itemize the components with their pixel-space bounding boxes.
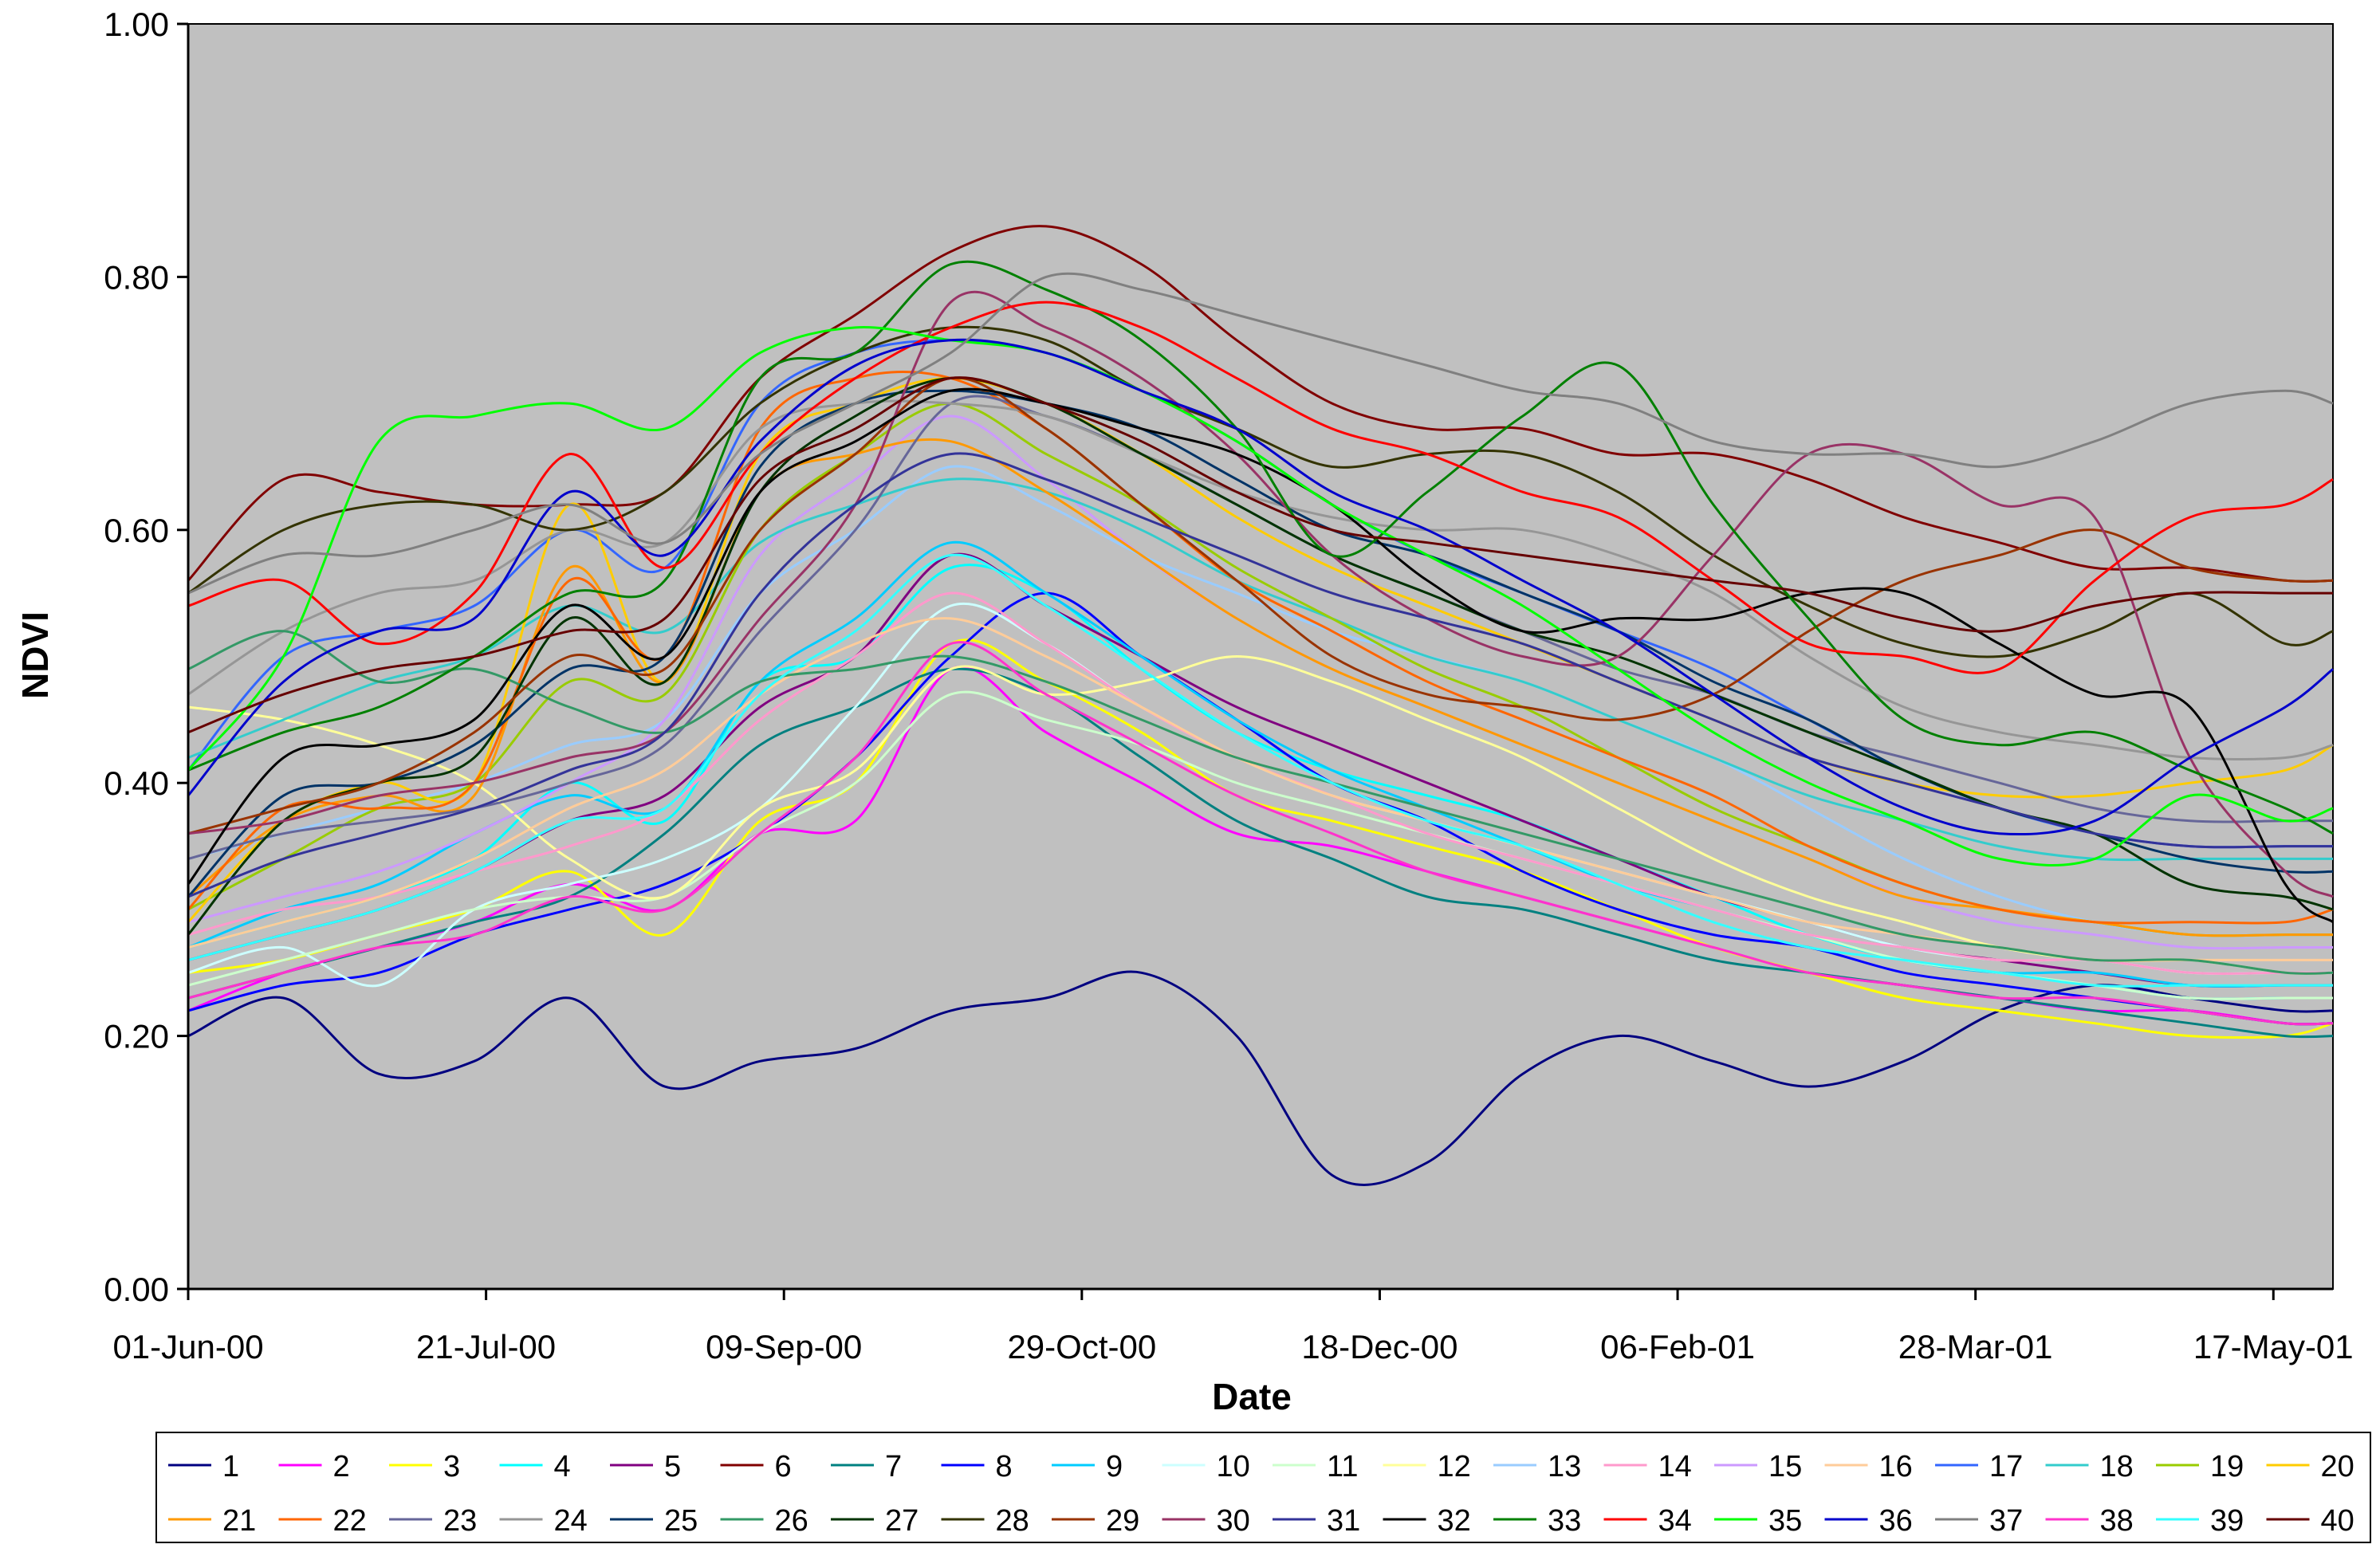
x-tick-label: 06-Feb-01 [1600,1328,1755,1365]
legend-label-36: 36 [1879,1504,1913,1538]
y-axis-label: NDVI [14,611,56,699]
series-line-38 [187,641,2334,1026]
legend-label-16: 16 [1879,1450,1913,1483]
series-line-32 [187,387,2334,924]
legend-label-30: 30 [1217,1504,1250,1538]
series-line-34 [187,301,2334,674]
legend-label-15: 15 [1768,1450,1802,1483]
series-line-39 [187,553,2333,988]
legend-label-10: 10 [1217,1450,1250,1483]
legend-label-7: 7 [885,1450,902,1483]
legend-label-11: 11 [1327,1450,1358,1483]
legend-label-38: 38 [2100,1504,2134,1538]
series-layer [187,225,2334,1187]
y-axis-ticks: 0.00 0.20 0.40 0.60 0.80 1.00 [104,6,188,1308]
y-tick-label: 1.00 [104,6,169,43]
legend-label-34: 34 [1658,1504,1692,1538]
legend-label-35: 35 [1768,1504,1802,1538]
legend-label-6: 6 [775,1450,792,1483]
y-tick-label: 0.20 [104,1018,169,1055]
legend-label-40: 40 [2321,1504,2354,1538]
legend-label-3: 3 [443,1450,460,1483]
x-tick-label: 17-May-01 [2193,1328,2354,1365]
legend-label-25: 25 [664,1504,698,1538]
y-tick-label: 0.40 [104,764,169,802]
series-line-33 [187,260,2334,835]
x-tick-label: 29-Oct-00 [1007,1328,1156,1365]
legend-label-23: 23 [443,1504,477,1538]
legend-label-9: 9 [1106,1450,1123,1483]
series-line-31 [187,452,2333,898]
x-axis-label: Date [1212,1376,1292,1417]
legend-label-18: 18 [2100,1450,2134,1483]
legend-label-22: 22 [333,1504,367,1538]
series-line-40 [187,376,2333,734]
series-line-27 [187,376,2334,936]
legend-label-13: 13 [1548,1450,1581,1483]
legend-label-5: 5 [664,1450,681,1483]
legend-label-27: 27 [885,1504,919,1538]
legend-label-31: 31 [1327,1504,1360,1538]
x-tick-label: 09-Sep-00 [706,1328,862,1365]
series-line-36 [187,338,2334,836]
series-line-1 [187,970,2334,1187]
series-line-35 [187,326,2334,866]
legend-label-20: 20 [2321,1450,2354,1483]
series-line-13 [187,465,2333,937]
y-tick-label: 0.80 [104,258,169,296]
series-line-26 [187,630,2334,975]
legend-label-19: 19 [2210,1450,2244,1483]
legend-label-12: 12 [1438,1450,1471,1483]
legend-label-33: 33 [1548,1504,1581,1538]
legend-label-2: 2 [333,1450,350,1483]
legend-label-28: 28 [996,1504,1029,1538]
legend-label-24: 24 [554,1504,588,1538]
x-tick-label: 01-Jun-00 [112,1328,263,1365]
y-tick-label: 0.00 [104,1271,169,1308]
legend-label-37: 37 [1989,1504,2023,1538]
y-tick-label: 0.60 [104,512,169,549]
legend-label-8: 8 [996,1450,1013,1483]
series-line-29 [187,376,2334,835]
legend-label-21: 21 [222,1504,256,1538]
plot-area [187,23,2334,1290]
legend-label-26: 26 [775,1504,808,1538]
legend-box [155,1432,2371,1543]
legend-label-14: 14 [1658,1450,1692,1483]
series-line-37 [187,272,2334,595]
legend-label-4: 4 [554,1450,571,1483]
x-tick-label: 21-Jul-00 [416,1328,556,1365]
legend-label-1: 1 [222,1450,239,1483]
legend-label-32: 32 [1438,1504,1471,1538]
legend-label-29: 29 [1106,1504,1139,1538]
series-line-21 [187,438,2333,937]
series-line-28 [187,325,2334,658]
legend-label-39: 39 [2210,1504,2244,1538]
series-line-18 [187,477,2333,862]
x-axis-ticks: 01-Jun-00 21-Jul-00 09-Sep-00 29-Oct-00 18-D… [112,1289,2354,1365]
legend-label-17: 17 [1989,1450,2023,1483]
x-tick-label: 18-Dec-00 [1301,1328,1458,1365]
x-tick-label: 28-Mar-01 [1898,1328,2053,1365]
